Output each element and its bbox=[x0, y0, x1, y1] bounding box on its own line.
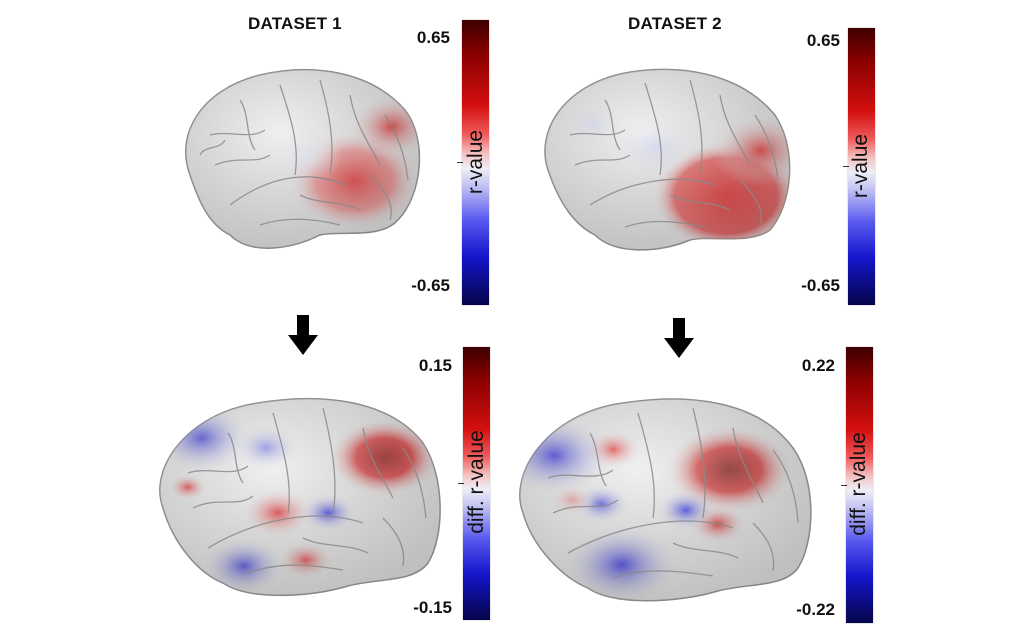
colorbar-4-label: diff. r-value bbox=[847, 432, 870, 536]
colorbar-3-mid-tick bbox=[458, 483, 464, 484]
colorbar-1-min: -0.65 bbox=[411, 276, 450, 295]
colorbar-1-label: r-value bbox=[464, 129, 487, 195]
dataset-1-title: DATASET 1 bbox=[248, 14, 342, 33]
colorbar-2-mid-tick bbox=[843, 166, 849, 167]
colorbar-2 bbox=[848, 28, 875, 305]
colorbar-4-max: 0.22 bbox=[801, 356, 835, 375]
brain-dataset-1 bbox=[185, 68, 421, 249]
colorbar-1-mid-tick bbox=[457, 162, 463, 163]
colorbar-4 bbox=[846, 347, 873, 623]
brain-diff-dataset-1 bbox=[159, 397, 441, 597]
dataset-2-title: DATASET 2 bbox=[628, 14, 722, 33]
brain-dataset-2 bbox=[544, 68, 791, 251]
colorbar-4-mid-tick bbox=[841, 485, 847, 486]
colorbar-1 bbox=[462, 20, 489, 305]
colorbar-3-max: 0.15 bbox=[418, 356, 452, 375]
brain-diff-dataset-2 bbox=[519, 398, 812, 602]
colorbar-3 bbox=[463, 347, 490, 620]
arrow-down-icon bbox=[288, 315, 318, 355]
colorbar-2-max: 0.65 bbox=[806, 31, 840, 50]
colorbar-2-label: r-value bbox=[849, 133, 872, 199]
colorbar-4-min: -0.22 bbox=[796, 600, 835, 619]
colorbar-1-max: 0.65 bbox=[416, 28, 450, 47]
arrow-down-icon bbox=[664, 318, 694, 358]
colorbar-2-min: -0.65 bbox=[801, 276, 840, 295]
colorbar-3-min: -0.15 bbox=[413, 598, 452, 617]
colorbar-3-label: diff. r-value bbox=[465, 430, 488, 534]
